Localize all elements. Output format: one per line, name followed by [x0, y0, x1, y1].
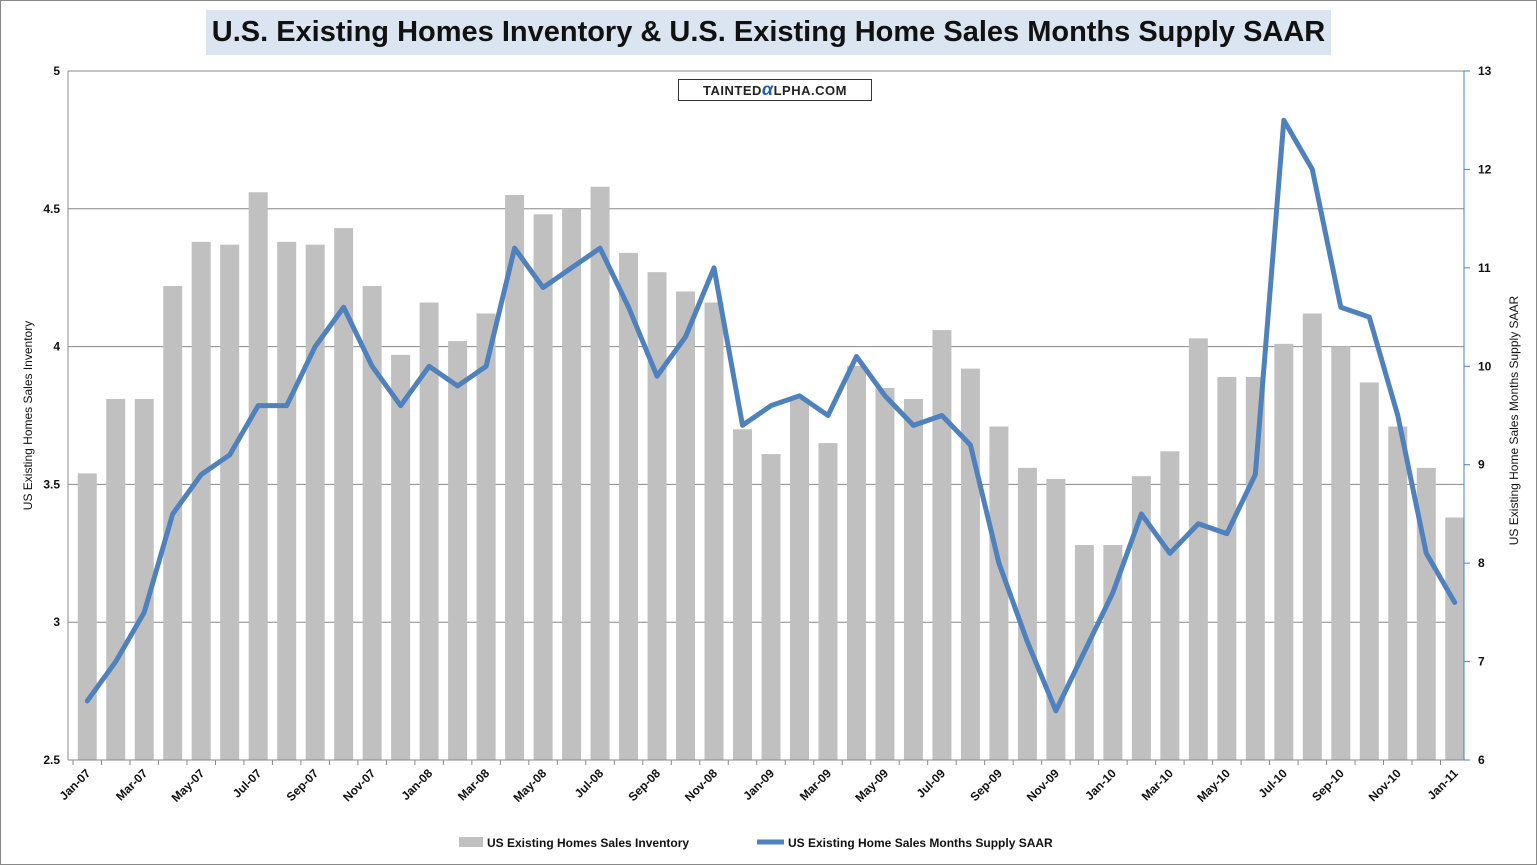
bar-Mar-08 [476, 313, 496, 760]
bar-Apr-10 [1188, 338, 1208, 760]
y-left-tick-label: 4.5 [43, 202, 60, 216]
bar-Jan-07 [77, 473, 97, 760]
y-left-tick-label: 3 [53, 615, 60, 629]
legend-bar-swatch [459, 837, 483, 847]
bar-Mar-07 [134, 398, 154, 760]
x-tick-label: Jan-09 [740, 766, 777, 803]
bar-Oct-09 [1017, 467, 1037, 760]
y-left-tick-label: 5 [53, 64, 60, 78]
y-right-tick-label: 6 [1478, 753, 1485, 767]
x-tick-label: Sep-08 [625, 766, 663, 804]
bar-Jan-09 [761, 454, 781, 760]
bar-Nov-09 [1046, 478, 1066, 760]
x-tick-label: Jul-10 [1256, 766, 1291, 801]
x-tick-label: Jan-11 [1425, 766, 1462, 803]
bar-Oct-07 [334, 228, 354, 761]
bar-Feb-09 [789, 398, 809, 760]
y-right-tick-label: 9 [1478, 458, 1485, 472]
y-right-axis-label: US Existing Home Sales Months Supply SAA… [1507, 295, 1521, 545]
bar-Jan-11 [1445, 517, 1465, 760]
bar-Jul-10 [1274, 343, 1294, 760]
x-tick-label: Nov-07 [340, 766, 378, 804]
bar-Oct-10 [1359, 382, 1379, 760]
x-tick-label: May-10 [1194, 766, 1233, 805]
y-left-tick-label: 3.5 [43, 477, 60, 491]
bar-Nov-10 [1388, 426, 1408, 760]
bar-Jun-09 [903, 398, 923, 760]
bar-Jul-08 [590, 186, 610, 760]
bar-Feb-07 [106, 398, 126, 760]
bar-Oct-08 [676, 291, 696, 760]
y-right-tick-label: 10 [1478, 359, 1492, 373]
chart-title-container: U.S. Existing Homes Inventory & U.S. Exi… [0, 10, 1537, 55]
x-tick-label: May-08 [511, 766, 550, 805]
bar-Feb-08 [448, 341, 468, 760]
bar-May-08 [533, 214, 553, 760]
bar-Jul-07 [248, 192, 268, 760]
bar-May-07 [191, 241, 211, 760]
y-right-tick-label: 13 [1478, 64, 1492, 78]
watermark-logo: TAINTEDαLPHA.COM [678, 79, 872, 101]
x-tick-label: May-07 [169, 766, 208, 805]
bar-Aug-10 [1302, 313, 1322, 760]
bar-Nov-07 [362, 285, 382, 760]
bar-Jun-10 [1245, 376, 1265, 760]
x-tick-label: Jul-09 [914, 766, 949, 801]
bar-Dec-07 [391, 354, 411, 760]
y-right-tick-label: 11 [1478, 261, 1491, 275]
bar-Jul-09 [932, 330, 952, 760]
x-tick-label: Jan-07 [57, 766, 94, 803]
bar-May-09 [875, 387, 895, 760]
x-tick-label: Mar-10 [1139, 766, 1176, 803]
y-left-axis-label: US Existing Homes Sales Inventory [21, 321, 35, 510]
bar-Apr-09 [846, 365, 866, 760]
x-tick-label: Jul-07 [230, 766, 265, 801]
legend-bar-label: US Existing Homes Sales Inventory [487, 836, 689, 850]
bar-Aug-09 [960, 368, 980, 760]
bar-Jun-07 [220, 244, 240, 761]
bar-Aug-08 [619, 252, 639, 760]
bar-Jan-08 [419, 302, 439, 760]
bar-Mar-10 [1160, 451, 1180, 760]
bar-Aug-07 [277, 241, 297, 760]
bar-Mar-09 [818, 443, 838, 760]
x-tick-label: Sep-07 [284, 766, 322, 804]
x-tick-label: Nov-08 [682, 766, 720, 804]
x-tick-label: Mar-09 [797, 766, 834, 803]
bar-Feb-10 [1131, 476, 1151, 760]
y-left-tick-label: 2.5 [43, 753, 60, 767]
x-tick-label: Jul-08 [572, 766, 607, 801]
bar-Apr-07 [163, 285, 183, 760]
x-tick-label: Nov-10 [1366, 766, 1404, 804]
bar-May-10 [1217, 376, 1237, 760]
bar-Sep-10 [1331, 346, 1351, 760]
bar-Dec-08 [733, 429, 753, 760]
bar-Sep-08 [647, 272, 667, 760]
x-tick-label: Sep-10 [1309, 766, 1347, 804]
bar-Nov-08 [704, 302, 724, 760]
x-tick-label: May-09 [852, 766, 891, 805]
y-right-tick-label: 12 [1478, 162, 1492, 176]
y-right-tick-label: 7 [1478, 655, 1485, 669]
bar-Sep-09 [989, 426, 1009, 760]
legend-line-label: US Existing Home Sales Months Supply SAA… [788, 836, 1053, 850]
bar-Sep-07 [305, 244, 325, 761]
x-tick-label: Sep-09 [967, 766, 1005, 804]
x-tick-label: Mar-07 [113, 766, 150, 803]
x-tick-label: Nov-09 [1024, 766, 1062, 804]
chart-title: U.S. Existing Homes Inventory & U.S. Exi… [205, 10, 1332, 55]
y-left-tick-label: 4 [53, 340, 60, 354]
x-tick-label: Jan-08 [398, 766, 435, 803]
x-tick-label: Jan-10 [1082, 766, 1119, 803]
bar-Apr-08 [505, 195, 525, 760]
x-tick-label: Mar-08 [455, 766, 492, 803]
y-right-tick-label: 8 [1478, 556, 1485, 570]
bar-Jun-08 [562, 208, 582, 761]
